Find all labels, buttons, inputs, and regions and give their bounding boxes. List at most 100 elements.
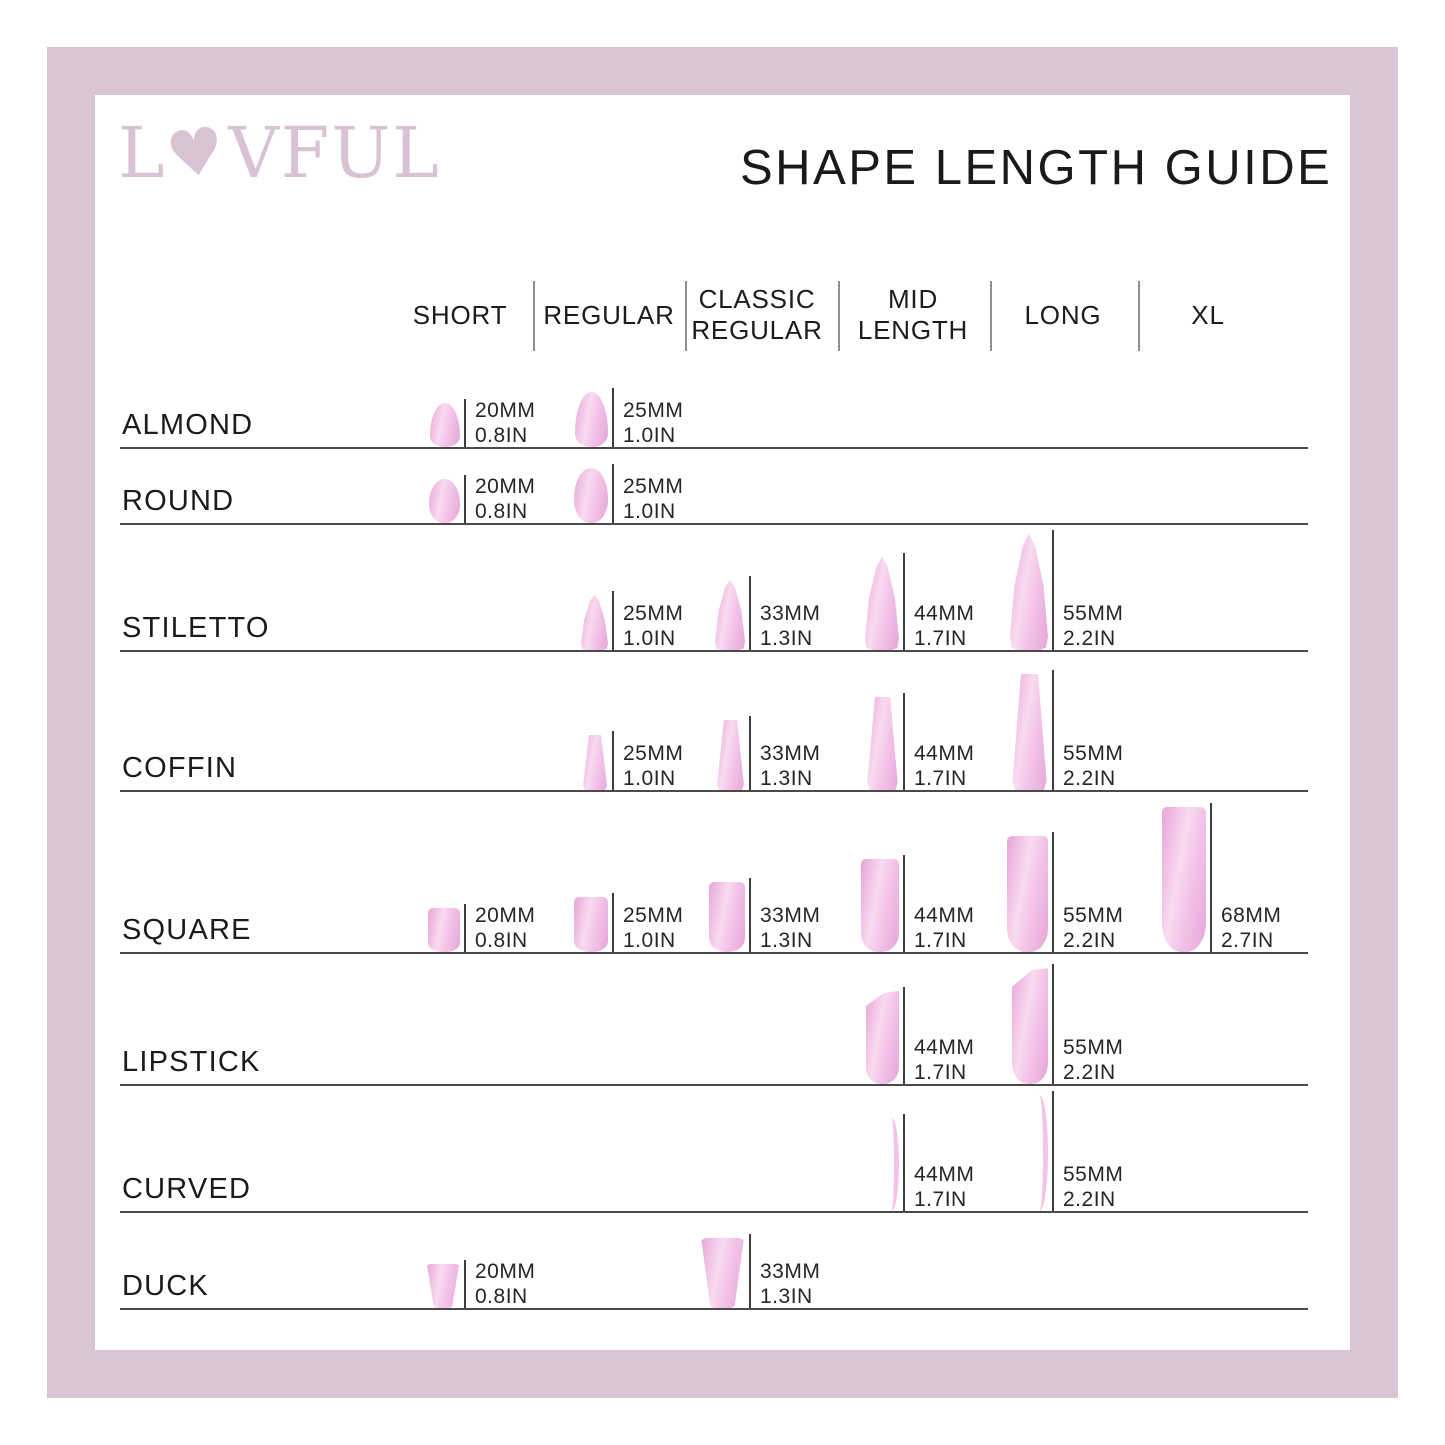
measure-in: 1.3IN [760, 767, 813, 790]
measure-line [1052, 832, 1054, 952]
measure-mm: 44MM [914, 1163, 975, 1186]
cell-stiletto-long: 55MM 2.2IN [1010, 530, 1163, 650]
nail-square-44mm [861, 859, 899, 952]
measure-mm: 20MM [475, 475, 536, 498]
nail-square-68mm [1162, 807, 1206, 952]
page-title: SHAPE LENGTH GUIDE [740, 141, 1333, 195]
measure-line [1052, 530, 1054, 650]
cell-square-xl: 68MM 2.7IN [1162, 803, 1321, 952]
row-underline [120, 952, 1308, 954]
nail-lipstick-44mm [866, 991, 899, 1084]
cell-square-regular: 25MM 1.0IN [574, 893, 723, 952]
measure-mm: 25MM [623, 742, 684, 765]
nail-stiletto-44mm [865, 557, 899, 650]
cell-square-long: 55MM 2.2IN [1007, 832, 1163, 952]
nail-duck-20mm [427, 1264, 459, 1308]
nail-almond-25mm [575, 392, 608, 447]
cell-stiletto-classic-regular: 33MM 1.3IN [715, 576, 860, 650]
measure-line [903, 1114, 905, 1211]
row-underline [120, 1084, 1308, 1086]
measure-in: 1.3IN [760, 1285, 813, 1308]
nail-duck-33mm [701, 1238, 744, 1308]
cell-square-short: 20MM 0.8IN [428, 904, 575, 952]
measure-in: 1.7IN [914, 1061, 967, 1084]
measure-line [464, 904, 466, 952]
measure-mm: 33MM [760, 1260, 821, 1283]
cell-duck-classic-regular: 33MM 1.3IN [700, 1234, 860, 1308]
cell-stiletto-mid-length: 44MM 1.7IN [865, 553, 1014, 650]
cell-coffin-mid-length: 44MM 1.7IN [866, 693, 1014, 790]
nail-lipstick-55mm [1012, 968, 1048, 1084]
nail-square-33mm [709, 882, 745, 952]
measure-in: 1.7IN [914, 627, 967, 650]
nail-stiletto-25mm [581, 595, 608, 650]
row-label-round: ROUND [122, 485, 235, 517]
cell-coffin-classic-regular: 33MM 1.3IN [716, 716, 860, 790]
measure-line [1052, 670, 1054, 790]
measure-in: 2.7IN [1221, 929, 1274, 952]
measure-in: 0.8IN [475, 1285, 528, 1308]
measure-in: 0.8IN [475, 500, 528, 523]
measure-mm: 20MM [475, 904, 536, 927]
measure-line [612, 731, 614, 790]
measure-mm: 25MM [623, 399, 684, 422]
nail-coffin-33mm [717, 720, 744, 790]
brand-logo: L♥VFUL [118, 112, 441, 195]
cell-curved-long: 55MM 2.2IN [1031, 1091, 1163, 1211]
cell-lipstick-mid-length: 44MM 1.7IN [866, 987, 1014, 1084]
heart-icon: ♥ [162, 112, 232, 195]
cell-lipstick-long: 55MM 2.2IN [1012, 964, 1163, 1084]
measure-in: 2.2IN [1063, 929, 1116, 952]
nail-stiletto-55mm [1010, 534, 1048, 650]
measure-in: 1.0IN [623, 424, 676, 447]
nail-almond-20mm [430, 403, 460, 447]
row-underline [120, 1308, 1308, 1310]
column-divider [1138, 281, 1140, 351]
measure-line [749, 716, 751, 790]
cell-coffin-long: 55MM 2.2IN [1011, 670, 1163, 790]
measure-mm: 20MM [475, 399, 536, 422]
nail-coffin-55mm [1012, 674, 1047, 790]
column-header-regular: REGULAR [543, 299, 675, 330]
cell-square-mid-length: 44MM 1.7IN [861, 855, 1014, 952]
cell-almond-regular: 25MM 1.0IN [575, 388, 723, 447]
column-header-classic-regular: CLASSIC REGULAR [691, 284, 823, 345]
measure-line [903, 693, 905, 790]
measure-in: 1.7IN [914, 1188, 967, 1211]
logo-letter-l: L [118, 112, 167, 194]
measure-line [1210, 803, 1212, 952]
measure-line [749, 878, 751, 952]
measure-in: 1.7IN [914, 929, 967, 952]
measure-line [612, 388, 614, 447]
measure-line [464, 399, 466, 447]
measure-line [749, 1234, 751, 1308]
measure-line [612, 893, 614, 952]
cell-round-regular: 25MM 1.0IN [574, 464, 723, 523]
measure-mm: 20MM [475, 1260, 536, 1283]
measure-line [903, 987, 905, 1084]
cell-coffin-regular: 25MM 1.0IN [582, 731, 723, 790]
measure-in: 1.0IN [623, 929, 676, 952]
row-underline [120, 1211, 1308, 1213]
measure-mm: 44MM [914, 904, 975, 927]
row-label-curved: CURVED [122, 1173, 252, 1205]
row-label-coffin: COFFIN [122, 752, 238, 784]
measure-mm: 25MM [623, 904, 684, 927]
measure-mm: 25MM [623, 602, 684, 625]
measure-mm: 33MM [760, 602, 821, 625]
row-label-stiletto: STILETTO [122, 612, 270, 644]
column-header-long: LONG [1024, 299, 1102, 330]
measure-line [903, 855, 905, 952]
measure-line [612, 591, 614, 650]
column-header-mid-length: MID LENGTH [857, 284, 969, 345]
measure-in: 0.8IN [475, 424, 528, 447]
measure-line [464, 1260, 466, 1308]
row-underline [120, 790, 1308, 792]
column-header-short: SHORT [412, 299, 508, 330]
cell-duck-short: 20MM 0.8IN [426, 1260, 575, 1308]
measure-mm: 33MM [760, 742, 821, 765]
measure-mm: 44MM [914, 602, 975, 625]
measure-in: 2.2IN [1063, 767, 1116, 790]
measure-line [612, 464, 614, 523]
row-underline [120, 447, 1308, 449]
